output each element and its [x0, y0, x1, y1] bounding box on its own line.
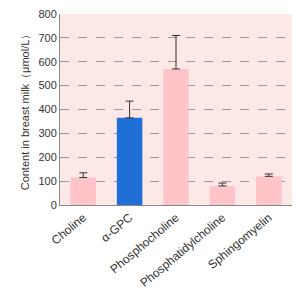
- svg-text:Choline: Choline: [49, 210, 89, 247]
- svg-text:600: 600: [38, 56, 56, 68]
- svg-text:Phosphocholine: Phosphocholine: [107, 210, 182, 276]
- svg-text:Phosphatidylcholine: Phosphatidylcholine: [137, 210, 228, 290]
- svg-text:700: 700: [38, 32, 56, 44]
- svg-text:0: 0: [51, 199, 57, 211]
- svg-text:α-GPC: α-GPC: [98, 210, 136, 245]
- svg-text:200: 200: [38, 151, 56, 163]
- svg-text:300: 300: [38, 127, 56, 139]
- svg-text:400: 400: [38, 103, 56, 115]
- svg-text:500: 500: [38, 79, 56, 91]
- svg-text:Sphingomyelin: Sphingomyelin: [205, 211, 274, 272]
- svg-text:100: 100: [38, 175, 56, 187]
- svg-text:Content in breast milk（μmol/L）: Content in breast milk（μmol/L）: [19, 29, 31, 191]
- svg-text:800: 800: [38, 8, 56, 20]
